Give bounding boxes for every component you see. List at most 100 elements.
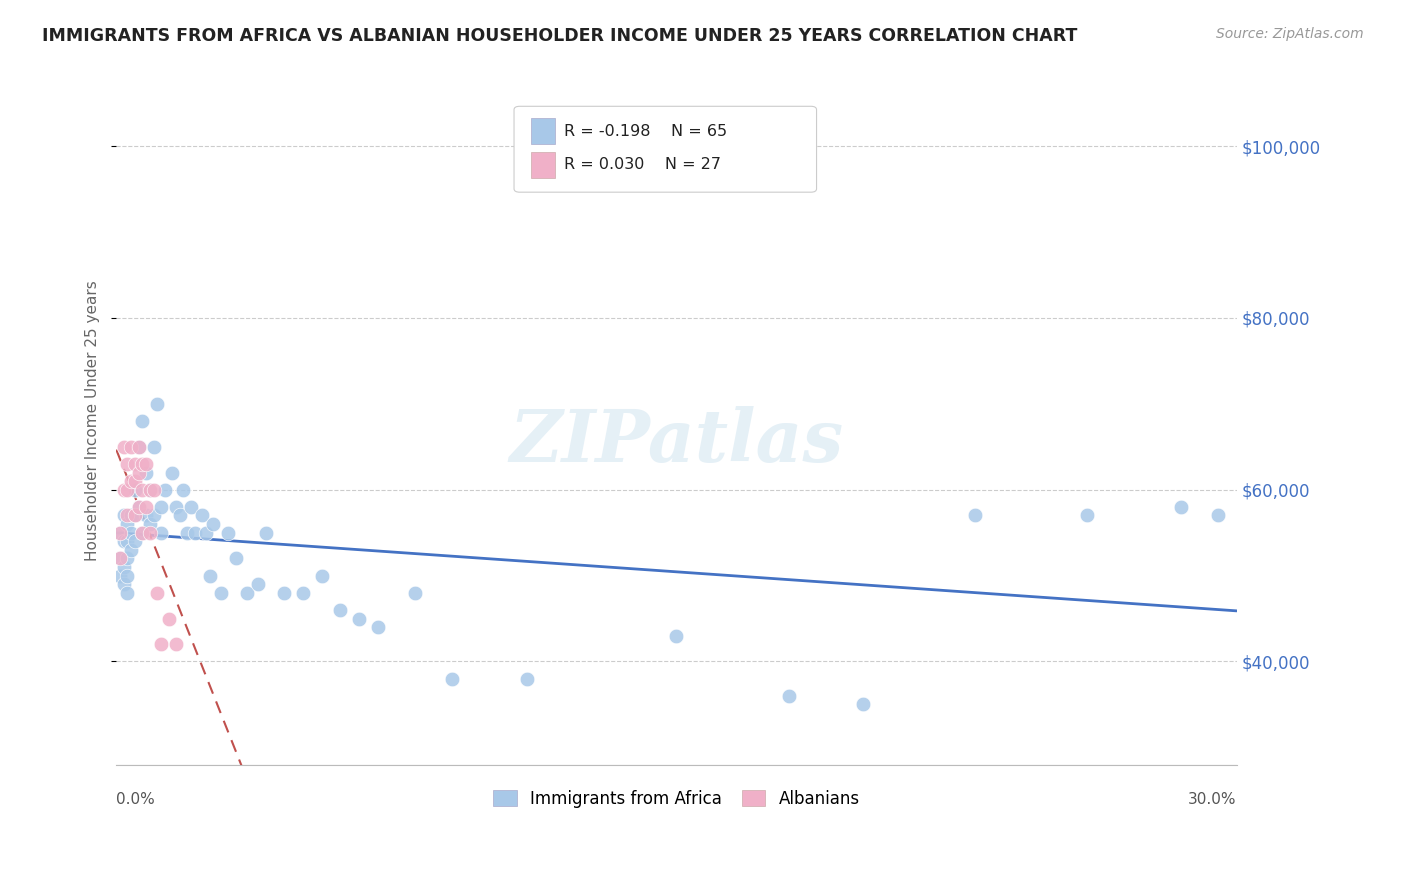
Text: 30.0%: 30.0% — [1188, 792, 1237, 807]
Point — [367, 620, 389, 634]
Legend: Immigrants from Africa, Albanians: Immigrants from Africa, Albanians — [486, 783, 866, 814]
Point — [852, 698, 875, 712]
Point — [180, 500, 202, 514]
Point — [120, 525, 142, 540]
Point — [202, 516, 225, 531]
Point — [1076, 508, 1098, 523]
Point — [217, 525, 239, 540]
Point — [209, 586, 232, 600]
Point — [120, 542, 142, 557]
Point — [441, 672, 464, 686]
Point — [112, 534, 135, 549]
Text: ZIPatlas: ZIPatlas — [509, 406, 844, 477]
Point — [665, 629, 688, 643]
Point — [150, 637, 173, 651]
Point — [124, 483, 146, 497]
Point — [146, 586, 169, 600]
Point — [124, 457, 146, 471]
Point — [108, 525, 131, 540]
Point — [131, 525, 153, 540]
Text: Source: ZipAtlas.com: Source: ZipAtlas.com — [1216, 27, 1364, 41]
Point — [117, 534, 139, 549]
Point — [135, 466, 157, 480]
Point — [120, 440, 142, 454]
Point — [117, 483, 139, 497]
Point — [183, 525, 205, 540]
Point — [965, 508, 987, 523]
Point — [135, 457, 157, 471]
Point — [131, 483, 153, 497]
Point — [128, 440, 150, 454]
Point — [329, 603, 352, 617]
Point — [112, 577, 135, 591]
Point — [292, 586, 315, 600]
Point — [124, 474, 146, 488]
Point — [778, 689, 800, 703]
Point — [157, 611, 180, 625]
Point — [1206, 508, 1229, 523]
Point — [117, 508, 139, 523]
Point — [176, 525, 198, 540]
Point — [153, 483, 176, 497]
Point — [273, 586, 295, 600]
Point — [165, 637, 187, 651]
Y-axis label: Householder Income Under 25 years: Householder Income Under 25 years — [86, 281, 100, 561]
Point — [225, 551, 247, 566]
Point — [108, 525, 131, 540]
Point — [128, 500, 150, 514]
Point — [169, 508, 191, 523]
Point — [191, 508, 214, 523]
Point — [117, 551, 139, 566]
Point — [142, 508, 165, 523]
Point — [112, 508, 135, 523]
Point — [150, 525, 173, 540]
Point — [117, 586, 139, 600]
Point — [135, 508, 157, 523]
Point — [128, 466, 150, 480]
Point — [146, 397, 169, 411]
Point — [112, 483, 135, 497]
Text: IMMIGRANTS FROM AFRICA VS ALBANIAN HOUSEHOLDER INCOME UNDER 25 YEARS CORRELATION: IMMIGRANTS FROM AFRICA VS ALBANIAN HOUSE… — [42, 27, 1077, 45]
Point — [108, 551, 131, 566]
Point — [139, 483, 162, 497]
Text: R = 0.030    N = 27: R = 0.030 N = 27 — [564, 157, 721, 172]
Point — [117, 568, 139, 582]
Point — [108, 568, 131, 582]
Point — [311, 568, 333, 582]
Point — [131, 525, 153, 540]
Point — [236, 586, 259, 600]
Point — [142, 483, 165, 497]
Text: 0.0%: 0.0% — [117, 792, 155, 807]
Point — [173, 483, 195, 497]
Point — [194, 525, 217, 540]
Point — [128, 500, 150, 514]
Point — [162, 466, 184, 480]
Point — [347, 611, 370, 625]
Point — [247, 577, 270, 591]
Point — [117, 457, 139, 471]
FancyBboxPatch shape — [515, 106, 817, 192]
Point — [112, 560, 135, 574]
Point — [124, 534, 146, 549]
Point — [124, 508, 146, 523]
Point — [131, 414, 153, 428]
Point — [120, 508, 142, 523]
Point — [139, 516, 162, 531]
Point — [254, 525, 277, 540]
Point — [112, 440, 135, 454]
Text: R = -0.198    N = 65: R = -0.198 N = 65 — [564, 123, 727, 138]
Point — [108, 551, 131, 566]
Point — [165, 500, 187, 514]
Point — [120, 474, 142, 488]
Point — [139, 483, 162, 497]
Point — [135, 500, 157, 514]
Point — [150, 500, 173, 514]
Point — [124, 508, 146, 523]
FancyBboxPatch shape — [531, 152, 555, 178]
Point — [142, 440, 165, 454]
Point — [139, 525, 162, 540]
Point — [131, 457, 153, 471]
Point — [1170, 500, 1192, 514]
Point — [516, 672, 538, 686]
FancyBboxPatch shape — [531, 118, 555, 145]
